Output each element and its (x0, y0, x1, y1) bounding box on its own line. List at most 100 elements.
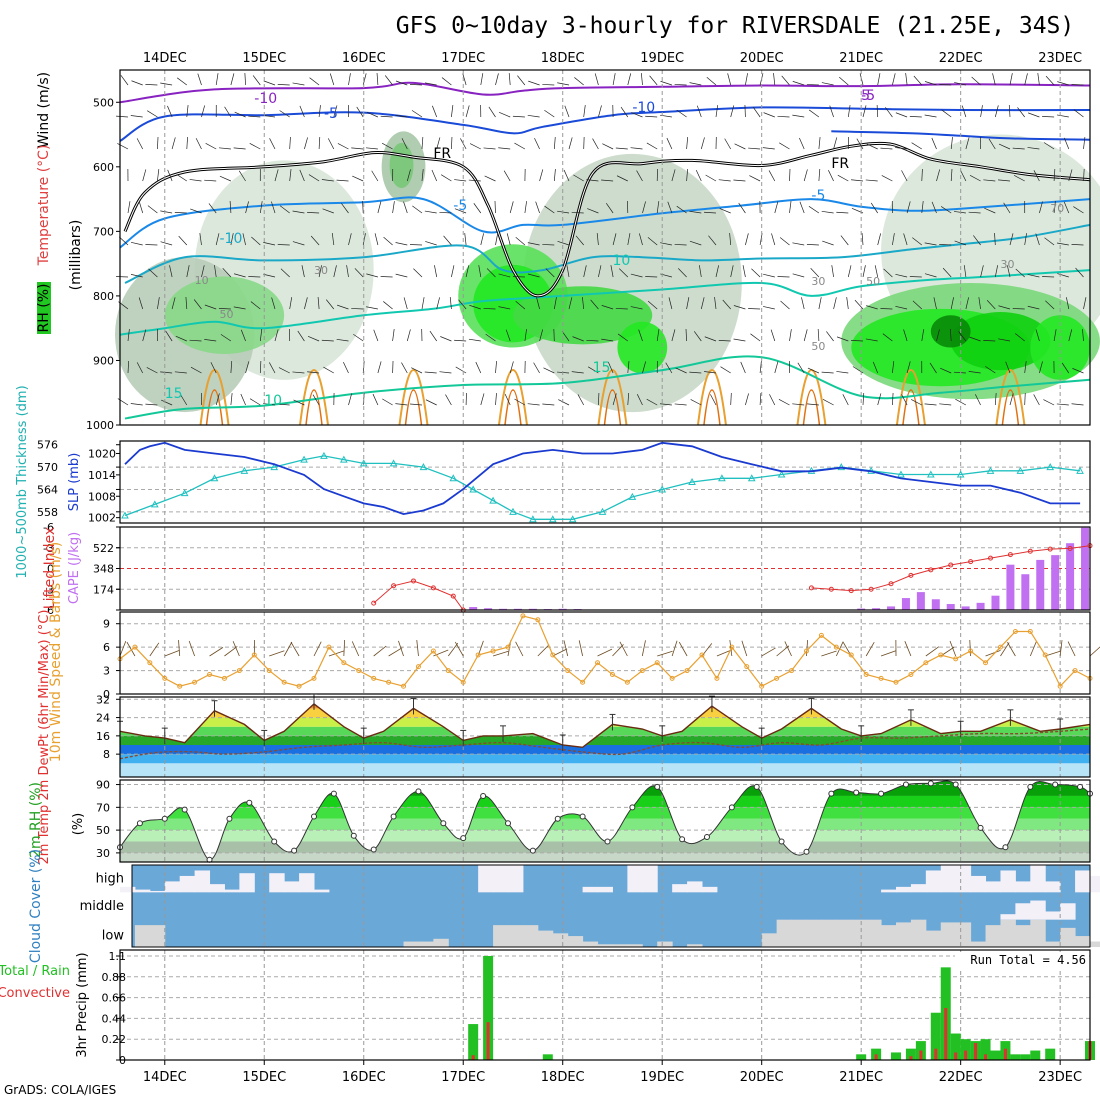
precip-convective-bar (486, 1022, 490, 1060)
wind-barb (436, 297, 440, 310)
wind-barb (1042, 276, 1055, 278)
wind-barb (1009, 393, 1014, 406)
wind-speed-point (774, 675, 780, 681)
wind-barb (524, 201, 527, 214)
rh-point (878, 790, 885, 797)
wind-barb (449, 297, 452, 310)
cloud-low-bar (1030, 919, 1046, 947)
thickness-point (598, 507, 607, 515)
cloud-low-bar (552, 933, 569, 947)
wind-barb (904, 641, 912, 657)
wind-barb (130, 241, 143, 246)
wind-barb (730, 105, 735, 118)
y-tick-label: 1000 (86, 419, 114, 432)
wind-barb (383, 301, 393, 310)
wind-barb (403, 297, 408, 310)
lifted-index-point (948, 562, 954, 568)
wind-barb (451, 105, 454, 118)
precip-convective-bar (964, 1050, 968, 1060)
wind-barb (274, 169, 279, 182)
wind-barb (1056, 403, 1069, 406)
wind-barb (738, 202, 746, 214)
panel-frame (119, 949, 1091, 1061)
rh-legend-swatch (37, 282, 51, 334)
precip-convective-bar (471, 1055, 475, 1060)
wind-barb (1009, 73, 1013, 86)
wind-barb (954, 240, 967, 246)
wind-barb (671, 329, 676, 342)
wind-barb (862, 105, 867, 118)
wind-barb (462, 73, 467, 86)
y-tick-label: 522 (93, 542, 114, 555)
thickness-point (180, 489, 189, 497)
wind-barb (733, 179, 746, 182)
wind-speed-point (386, 679, 392, 685)
wind-barb (836, 336, 849, 342)
wind-barb (618, 268, 629, 278)
wind-barb (968, 211, 981, 214)
wind-barb (587, 366, 599, 374)
wind-barb (836, 211, 849, 214)
temp-contour (124, 223, 1091, 284)
wind-barb (498, 112, 511, 118)
wind-barb (940, 367, 952, 374)
wind-barb (994, 393, 997, 406)
precip-total-bar (483, 956, 494, 1060)
lifted-index-point (1047, 546, 1053, 552)
wind-speed-point (221, 675, 227, 681)
wind-barb (498, 273, 511, 278)
wind-barb (1082, 329, 1084, 342)
wind-barb (627, 73, 632, 86)
wind-speed-point (460, 679, 466, 685)
wind-barb (343, 362, 349, 374)
wind-barb (185, 297, 188, 310)
wind-barb (436, 137, 441, 150)
x-tick-label-bottom: 14DEC (143, 1070, 187, 1085)
wind-barb (337, 143, 349, 150)
wind-barb (299, 105, 305, 118)
wind-barb (675, 367, 687, 374)
cloud-layer-label: low (102, 928, 125, 943)
wind-barb (615, 308, 628, 310)
rh-point (828, 790, 835, 797)
wind-barb (974, 394, 981, 406)
rh-label: 10 (195, 274, 209, 287)
cloud-high-bar (194, 870, 211, 893)
wind-barb (792, 242, 805, 246)
cloud-middle-bar (1045, 911, 1061, 920)
wind-barb (328, 650, 345, 657)
rh-band (120, 852, 1090, 862)
surface-heat-contour (902, 389, 920, 426)
cloud-low-bar (508, 925, 524, 947)
thickness-point (658, 485, 667, 493)
wind-barb (509, 361, 514, 374)
wind-barb (641, 640, 646, 657)
wind-speed-point (207, 671, 213, 677)
cape-bar (1051, 555, 1060, 610)
wind-barb (313, 641, 322, 657)
wind-barb (994, 105, 999, 118)
wind-barb (905, 73, 908, 86)
cloud-high-bar (209, 884, 225, 893)
lifted-index-series (373, 580, 464, 611)
thickness-point (340, 455, 348, 463)
wind-barb (998, 305, 1011, 310)
wind-barb (204, 304, 217, 310)
y-tick-label: 0.22 (102, 1033, 127, 1046)
thickness-point (150, 500, 159, 508)
wind-barb (597, 648, 613, 657)
wind-barb (130, 274, 143, 278)
wind-barb (752, 106, 761, 118)
cloud-high-bar (1045, 881, 1061, 893)
y-axis-unit: (%) (71, 813, 86, 836)
cape-bar (961, 606, 970, 610)
wind-barb (619, 641, 628, 657)
wind-barb (116, 115, 129, 118)
thickness-point (529, 515, 537, 523)
wind-barb (362, 200, 364, 214)
contour-label: -5 (861, 88, 875, 104)
wind-barb (495, 233, 499, 246)
wind-barb (895, 305, 908, 310)
precip-total-bar (1045, 1048, 1056, 1060)
cape-bar (872, 608, 881, 610)
